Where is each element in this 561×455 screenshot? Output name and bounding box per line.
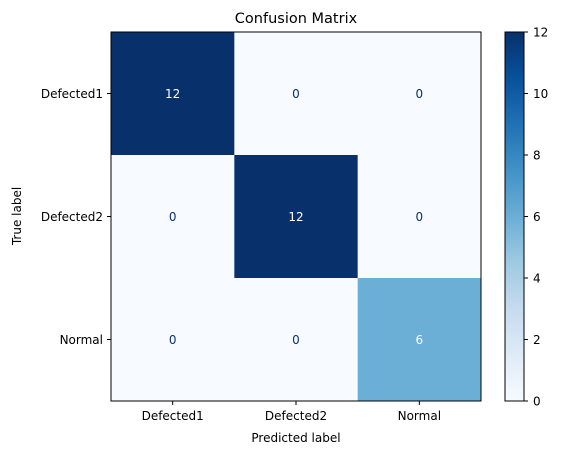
cell-value-label: 0 <box>416 210 424 224</box>
colorbar <box>504 31 525 402</box>
chart-title: Confusion Matrix <box>235 11 358 27</box>
colorbar-tick-label: 10 <box>533 87 548 101</box>
colorbar-tick-label: 12 <box>533 26 548 40</box>
cell-value-label: 0 <box>169 210 177 224</box>
y-axis-label: True label <box>10 187 24 246</box>
heatmap-cell <box>111 278 235 402</box>
heatmap-cell <box>357 32 482 156</box>
colorbar-tick-label: 4 <box>533 272 541 286</box>
y-tick-label: Defected1 <box>41 87 103 101</box>
x-axis-ticks: Defected1 Defected2 Normal <box>142 401 441 423</box>
cell-value-label: 12 <box>288 210 303 224</box>
cell-value-label: 0 <box>169 333 177 347</box>
colorbar-tick-label: 2 <box>533 333 541 347</box>
colorbar-tick-label: 8 <box>533 149 541 163</box>
heatmap-cell <box>111 155 235 279</box>
y-tick-label: Normal <box>60 333 103 347</box>
x-tick-label: Normal <box>398 409 441 423</box>
cell-value-label: 0 <box>416 87 424 101</box>
x-tick-label: Defected2 <box>265 409 327 423</box>
cell-value-label: 6 <box>416 333 424 347</box>
colorbar-ticks: 0 2 4 6 8 10 12 <box>524 26 548 409</box>
heatmap-cell <box>234 278 359 402</box>
heatmap-cell <box>357 155 482 279</box>
heatmap-cell <box>111 32 235 156</box>
y-tick-label: Defected2 <box>41 210 103 224</box>
x-axis-label: Predicted label <box>251 431 340 445</box>
colorbar-tick-label: 6 <box>533 210 541 224</box>
cell-value-label: 0 <box>292 333 300 347</box>
cell-value-label: 0 <box>292 87 300 101</box>
heatmap-cell <box>234 155 359 279</box>
cell-value-label: 12 <box>165 87 180 101</box>
heatmap-cell <box>234 32 359 156</box>
heatmap-cells <box>111 32 482 402</box>
cell-value-labels: 12 0 0 0 12 0 0 0 6 <box>165 87 423 347</box>
colorbar-tick-label: 0 <box>533 395 541 409</box>
heatmap-cell <box>357 278 482 402</box>
x-tick-label: Defected1 <box>142 409 204 423</box>
y-axis-ticks: Defected1 Defected2 Normal <box>41 87 111 347</box>
